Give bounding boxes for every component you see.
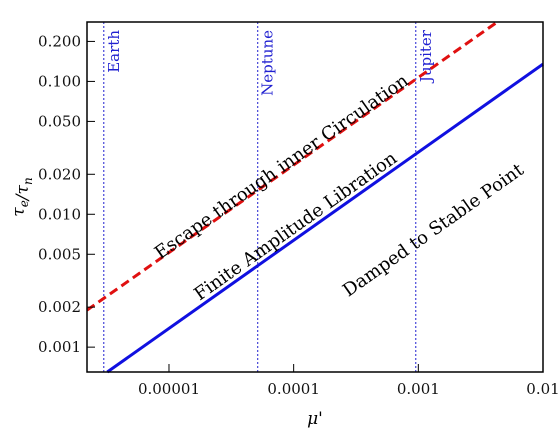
plot-frame [86,21,544,373]
y-tick-label: 0.002 [38,298,81,316]
series-line-solid [106,62,544,374]
y-axis-label: τe/τn [9,177,35,216]
ticks-layer: 0.00001 0.0001 0.001 0.01 0.001 0.002 0.005 0.0… [38,32,560,398]
y-tick-label: 0.001 [38,338,81,356]
y-tick-label: 0.050 [38,112,81,130]
planet-label-neptune: Neptune [259,30,277,96]
planet-lines-layer: Earth Neptune Jupiter [103,22,435,372]
y-tick-label: 0.100 [38,72,81,90]
x-axis-label: μ' [307,409,323,429]
planet-label-jupiter: Jupiter [417,29,435,84]
planet-label-earth: Earth [105,30,123,73]
series-layer [86,20,544,374]
y-tick-label: 0.020 [38,165,81,183]
x-tick-label: 0.00001 [138,380,200,398]
y-tick-label: 0.005 [38,245,81,263]
y-tick-label: 0.200 [38,32,81,50]
x-tick-label: 0.01 [526,380,559,398]
x-tick-label: 0.0001 [267,380,320,398]
x-tick-label: 0.001 [397,380,440,398]
y-tick-label: 0.010 [38,205,81,223]
